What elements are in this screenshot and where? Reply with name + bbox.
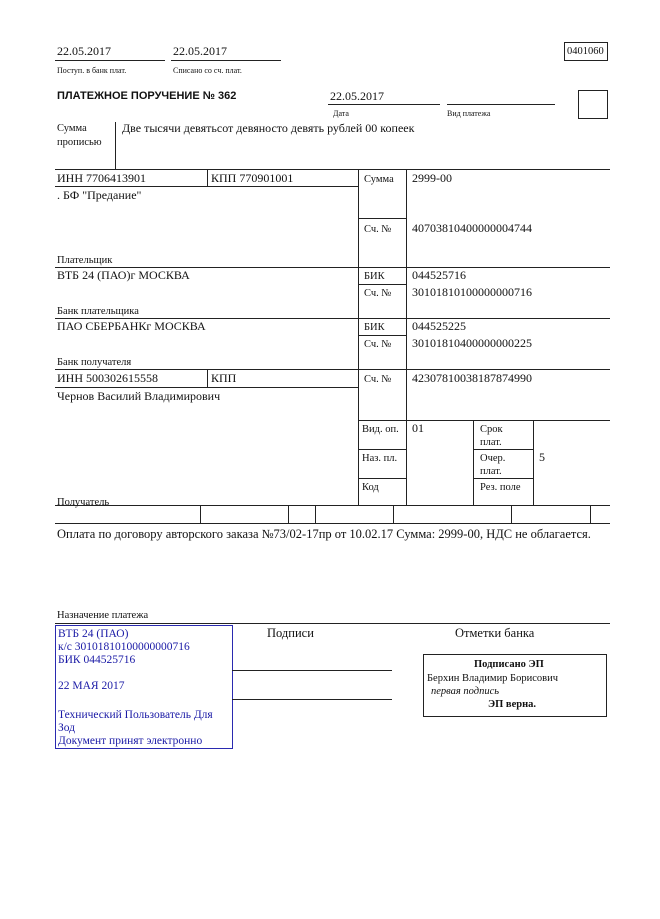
op-type-label: Вид. оп. <box>362 424 399 435</box>
document-title: ПЛАТЕЖНОЕ ПОРУЧЕНИЕ № 362 <box>57 90 237 102</box>
op-type: 01 <box>412 421 424 435</box>
amount-words-label: Сумма <box>57 123 87 134</box>
document-date: 22.05.2017 <box>330 89 384 103</box>
stamp-line: БИК 044525716 <box>58 654 136 666</box>
payer-account-label: Сч. № <box>364 224 392 235</box>
payee-label: Получатель <box>57 497 110 508</box>
date-label: Дата <box>333 109 349 118</box>
payee-kpp: КПП <box>211 371 237 385</box>
payer-bank-bik: 044525716 <box>412 268 466 282</box>
debited-date: 22.05.2017 <box>173 44 227 58</box>
payment-type-label: Вид платежа <box>447 109 491 118</box>
received-date: 22.05.2017 <box>57 44 111 58</box>
payee-bank-bik-label: БИК <box>364 322 385 333</box>
purpose-code-label: Наз. пл. <box>362 453 398 464</box>
payee-bank-account-label: Сч. № <box>364 339 392 350</box>
payee-inn: ИНН 500302615558 <box>57 371 158 385</box>
form-code: 0401060 <box>567 46 604 57</box>
payee-bank-name: ПАО СБЕРБАНКг МОСКВА <box>57 319 206 333</box>
payer-kpp: КПП 770901001 <box>211 171 294 185</box>
esign-role: первая подпись <box>431 686 500 697</box>
payer-inn: ИНН 7706413901 <box>57 171 146 185</box>
bank-marks-label: Отметки банка <box>455 626 535 640</box>
payer-bank-name: ВТБ 24 (ПАО)г МОСКВА <box>57 268 190 282</box>
stamp-line: Технический Пользователь Для <box>58 709 213 721</box>
payee-bank-bik: 044525225 <box>412 319 466 333</box>
term-label-2: плат. <box>480 437 502 448</box>
payer-label: Плательщик <box>57 255 113 266</box>
payee-bank-label: Банк получателя <box>57 357 132 368</box>
stamp-line: 22 МАЯ 2017 <box>58 680 125 692</box>
stamp-line: ВТБ 24 (ПАО) <box>58 628 129 640</box>
payer-bank-account: 30101810100000000716 <box>412 285 532 299</box>
payer-account: 40703810400000004744 <box>412 221 532 235</box>
bank-acceptance-stamp <box>55 625 233 749</box>
payer-bank-bik-label: БИК <box>364 271 385 282</box>
esign-status: ЭП верна. <box>488 699 537 710</box>
payee-account: 42307810038187874990 <box>412 371 532 385</box>
purpose-label: Назначение платежа <box>57 610 149 621</box>
stamp-line: Документ принят электронно <box>58 735 203 747</box>
code-label: Код <box>362 482 379 493</box>
payee-bank-account: 30101810400000000225 <box>412 336 532 350</box>
amount: 2999-00 <box>412 171 452 185</box>
amount-words: Две тысячи девятьсот девяносто девять ру… <box>122 121 415 135</box>
esign-signer: Берхин Владимир Борисович <box>427 673 558 684</box>
payment-type-box <box>578 90 608 119</box>
esign-title: Подписано ЭП <box>474 659 544 670</box>
stamp-line: Зод <box>58 722 76 734</box>
amount-words-label-2: прописью <box>57 137 102 148</box>
term-label: Срок <box>480 424 503 435</box>
payee-account-label: Сч. № <box>364 374 392 385</box>
payee-name: Чернов Василий Владимирович <box>57 389 221 403</box>
amount-label: Сумма <box>364 174 394 185</box>
priority: 5 <box>539 450 545 464</box>
payer-bank-label: Банк плательщика <box>57 306 139 317</box>
received-label: Поступ. в банк плат. <box>57 66 127 75</box>
priority-label: Очер. <box>480 453 506 464</box>
esign-box <box>423 654 607 717</box>
debited-label: Списано со сч. плат. <box>173 66 242 75</box>
payer-bank-account-label: Сч. № <box>364 288 392 299</box>
stamp-line: к/с 30101810100000000716 <box>58 641 190 653</box>
purpose-text: Оплата по договору авторского заказа №73… <box>57 527 591 541</box>
payer-name: . БФ "Предание" <box>57 188 142 202</box>
priority-label-2: плат. <box>480 466 502 477</box>
reserve-label: Рез. поле <box>480 482 521 493</box>
signatures-label: Подписи <box>267 626 314 640</box>
